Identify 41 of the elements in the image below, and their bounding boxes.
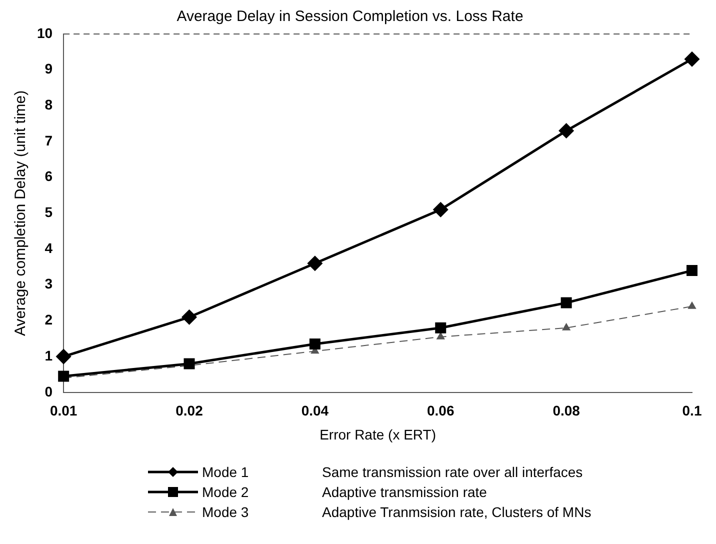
point	[56, 349, 71, 364]
x-tick-label: 0.1	[682, 402, 702, 419]
legend-label: Mode 2	[202, 483, 250, 502]
point	[433, 202, 448, 217]
point	[688, 302, 696, 309]
x-tick-label: 0.06	[427, 402, 454, 419]
point	[436, 332, 445, 340]
point	[435, 322, 446, 334]
legend-label: Mode 3	[202, 503, 250, 522]
x-tick-label: 0.08	[552, 402, 580, 419]
point	[684, 52, 700, 66]
point	[686, 265, 698, 276]
text: Same transmission rate over all interfaces	[322, 463, 583, 482]
text: Adaptive Tranmsision rate, Clusters of MNs	[322, 503, 592, 522]
y-axis-title: Average completion Delay (unit time)	[12, 90, 30, 336]
x-tick-label: 0.01	[50, 402, 78, 419]
chart-title: Average Delay in Session Completion vs. Loss Rate	[176, 8, 524, 26]
legend-label: Mode 1	[202, 463, 250, 482]
text: Adaptive transmission rate	[322, 483, 487, 502]
y-tick-label: 2	[44, 312, 53, 328]
x-tick-label: 0.04	[301, 402, 329, 419]
y-tick-label: 4	[44, 240, 53, 256]
y-tick-label: 1	[44, 347, 53, 364]
point	[309, 338, 320, 350]
point	[308, 256, 322, 271]
point	[182, 310, 197, 324]
point	[560, 297, 572, 308]
y-tick-label: 6	[44, 168, 53, 184]
y-tick-label: 3	[44, 276, 53, 292]
y-tick-label: 0	[44, 383, 53, 400]
y-tick-label: 8	[44, 96, 53, 113]
point	[58, 370, 70, 382]
y-tick-label: 9	[44, 60, 53, 77]
x-tick-label: 0.02	[176, 402, 204, 419]
x-axis-title: Error Rate (x ERT)	[320, 426, 436, 442]
y-tick-label: 7	[44, 132, 53, 148]
point	[559, 124, 574, 138]
point	[184, 358, 195, 370]
y-tick-label: 5	[44, 204, 53, 220]
point	[562, 323, 570, 330]
y-tick-label: 10	[36, 24, 53, 41]
